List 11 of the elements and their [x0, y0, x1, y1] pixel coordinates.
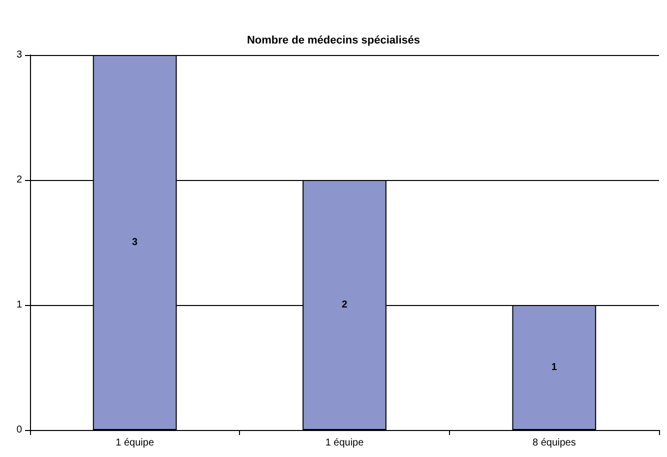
data-label: 3 — [132, 237, 138, 248]
y-tick-label: 2 — [16, 174, 22, 186]
chart-title: Nombre de médecins spécialisés — [246, 34, 420, 46]
y-tick-label: 1 — [16, 300, 22, 310]
x-tick-label: 1 équipe — [325, 438, 364, 448]
y-tick-label: 3 — [16, 50, 22, 60]
y-tick-label: 0 — [16, 424, 22, 436]
x-tick-label: 1 équipe — [116, 438, 154, 448]
data-label: 2 — [342, 300, 348, 310]
x-tick-label: 8 équipes — [532, 438, 576, 448]
data-label: 1 — [551, 362, 558, 373]
